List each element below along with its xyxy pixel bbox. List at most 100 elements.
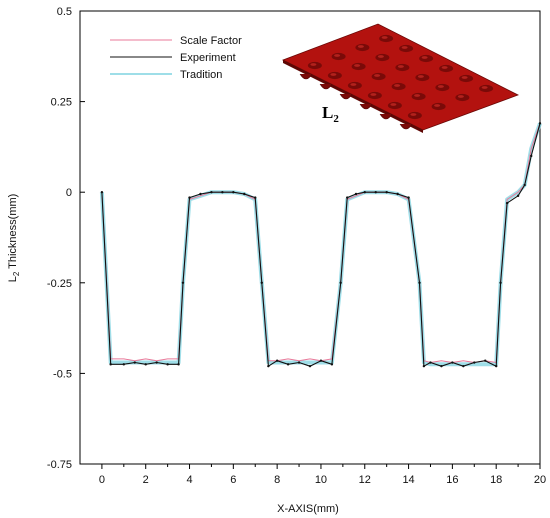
y-tick-label: 0.5 (57, 6, 72, 18)
data-point-experiment (275, 359, 279, 362)
x-tick-label: 8 (274, 474, 280, 486)
data-point-experiment (516, 194, 520, 198)
data-point-experiment (339, 281, 342, 284)
data-point-experiment (462, 364, 465, 368)
inset-dimple-highlight (357, 45, 364, 48)
data-point-experiment (122, 363, 126, 366)
data-point-experiment (254, 196, 257, 199)
data-point-experiment (484, 359, 487, 362)
series-line-scale-factor (101, 123, 541, 363)
x-tick-label: 2 (143, 474, 149, 486)
data-point-experiment (155, 361, 158, 364)
data-point-experiment (210, 191, 213, 194)
inset-dimple-highlight (437, 85, 444, 88)
data-point-experiment (144, 363, 147, 366)
x-tick-label: 18 (490, 474, 502, 486)
x-tick-label: 10 (315, 474, 327, 486)
y-tick-label: 0.25 (51, 97, 72, 109)
y-tick-label: 0 (66, 187, 72, 199)
data-point-experiment (499, 281, 502, 284)
inset-dimple-highlight (370, 93, 377, 96)
x-tick-label: 20 (534, 474, 546, 486)
data-point-experiment (396, 192, 399, 196)
data-point-experiment (330, 363, 334, 366)
inset-dimple-highlight (310, 63, 317, 66)
data-point-experiment (297, 361, 301, 364)
axes: 0.5 0.25 0 -0.25 -0.5 -0.75 0 2 4 6 8 10 12 14 16 18 20 (47, 6, 546, 486)
data-point-experiment (260, 281, 264, 284)
inset-dimple-highlight (461, 76, 468, 79)
inset-label-main: L (322, 103, 333, 122)
x-tick-label: 12 (359, 474, 371, 486)
series-lines (99, 122, 542, 368)
y-axis-title-sub: 2 (12, 271, 21, 276)
data-point-experiment (308, 364, 312, 368)
data-point-experiment (286, 363, 290, 366)
y-tick-label: -0.25 (47, 278, 72, 290)
inset-dimple-highlight (374, 74, 381, 77)
x-tick-label: 16 (446, 474, 458, 486)
legend-label: Tradition (180, 69, 222, 81)
plot-frame (79, 10, 541, 465)
inset-dimple-bottom (359, 103, 373, 110)
data-point-experiment (133, 361, 136, 364)
data-point-experiment (232, 191, 235, 194)
data-point-experiment (473, 361, 476, 364)
series-line-experiment (101, 123, 541, 367)
data-point-experiment (538, 122, 542, 125)
x-tick-label: 6 (230, 474, 236, 486)
legend-label: Experiment (180, 52, 236, 64)
legend: Scale Factor Experiment Tradition (110, 35, 242, 81)
y-axis-title-rest: Thickness(mm) (7, 194, 19, 272)
inset-dimple-highlight (330, 73, 337, 76)
data-point-experiment (407, 196, 410, 199)
data-point-experiment (181, 281, 185, 284)
inset-dimple-highlight (397, 65, 404, 68)
inset-dimple-highlight (381, 36, 388, 39)
data-point-experiment (374, 191, 377, 194)
data-point-experiment (440, 364, 443, 368)
data-point-experiment (363, 191, 366, 194)
data-point-experiment (418, 281, 421, 284)
inset-dimple-highlight (481, 86, 488, 89)
y-axis-title-main: L (7, 276, 19, 282)
inset-plate-illustration: L2 (282, 23, 519, 133)
data-point-experiment (422, 364, 426, 368)
data-point-experiment (267, 364, 270, 368)
data-point-experiment (494, 364, 498, 368)
y-axis-title: L2 Thickness(mm) (7, 194, 21, 283)
data-point-experiment (354, 192, 358, 196)
x-tick-label: 14 (402, 474, 414, 486)
inset-dimple-highlight (354, 64, 361, 67)
inset-dimple-highlight (414, 94, 421, 97)
data-point-experiment (451, 361, 454, 364)
inset-dimple-highlight (434, 104, 441, 107)
inset-dimple-bottom (379, 113, 393, 120)
inset-dimple-highlight (334, 54, 341, 57)
inset-dimple-highlight (410, 113, 417, 116)
data-point-experiment (221, 191, 224, 194)
x-axis-title: X-AXIS(mm) (277, 503, 339, 515)
y-tick-label: -0.5 (53, 368, 72, 380)
inset-dimple-highlight (401, 46, 408, 49)
inset-dimple-highlight (421, 56, 428, 59)
data-point-experiment (346, 196, 349, 199)
inset-label-sub: 2 (333, 113, 339, 125)
inset-plate-top (282, 23, 519, 131)
data-point-experiment (385, 191, 388, 194)
data-point-experiment (177, 363, 180, 366)
inset-dimple-bottom (319, 83, 333, 90)
data-point-experiment (109, 363, 112, 366)
data-point-experiment (530, 154, 533, 158)
data-point-experiment (243, 192, 246, 196)
inset-dimple-highlight (441, 66, 448, 69)
data-point-experiment (188, 196, 191, 199)
data-point-experiment (100, 191, 104, 194)
inset-dimple-highlight (390, 103, 397, 106)
inset-dimple-highlight (350, 83, 357, 86)
inset-dimple-bottom (299, 73, 313, 80)
x-tick-label: 0 (99, 474, 105, 486)
data-point-experiment (429, 361, 432, 364)
